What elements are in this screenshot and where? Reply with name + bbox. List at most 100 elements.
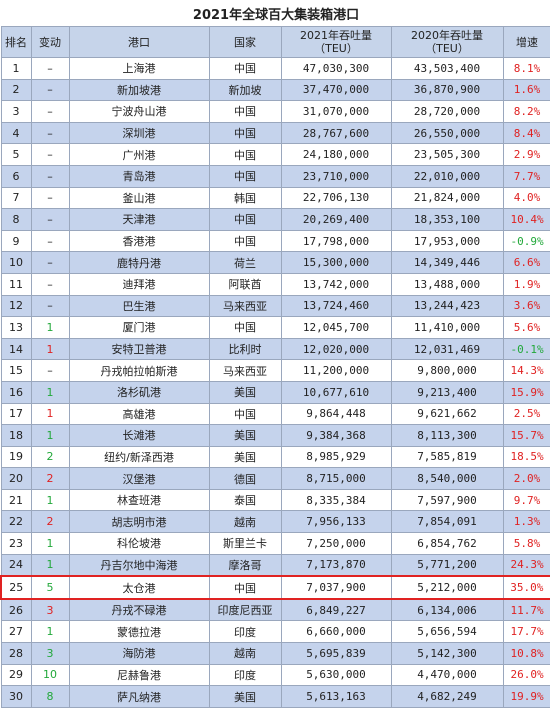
throughput-2021-cell: 37,470,000 xyxy=(280,78,392,102)
change-cell: – xyxy=(30,100,70,123)
growth-cell: 2.9% xyxy=(502,143,550,166)
port-cell: 厦门港 xyxy=(68,316,210,339)
port-cell: 青岛港 xyxy=(68,164,210,188)
growth-cell: 9.7% xyxy=(502,488,550,512)
throughput-2020-cell: 5,142,300 xyxy=(390,642,504,665)
rank-cell: 2 xyxy=(0,78,32,102)
throughput-2021-cell: 12,045,700 xyxy=(280,316,392,339)
port-cell: 蒙德拉港 xyxy=(68,620,210,644)
port-cell: 上海港 xyxy=(68,57,210,80)
port-cell: 太仓港 xyxy=(68,575,210,600)
growth-cell: -0.9% xyxy=(502,229,550,253)
throughput-2020-cell: 9,800,000 xyxy=(390,359,504,382)
rank-cell: 18 xyxy=(0,424,32,447)
change-cell: 5 xyxy=(30,575,70,600)
throughput-2021-cell: 9,864,448 xyxy=(280,402,392,426)
port-cell: 洛杉矶港 xyxy=(68,380,210,404)
throughput-2021-cell: 6,660,000 xyxy=(280,620,392,644)
country-cell: 荷兰 xyxy=(208,251,282,274)
table-row: 5– 广州港 中国 24,180,000 23,505,300 2.9% xyxy=(0,143,550,166)
throughput-2021-cell: 47,030,300 xyxy=(280,57,392,80)
growth-cell: -0.1% xyxy=(502,337,550,361)
change-cell: 1 xyxy=(30,532,70,555)
country-cell: 越南 xyxy=(208,642,282,665)
throughput-2021-cell: 8,335,384 xyxy=(280,488,392,512)
country-cell: 印度 xyxy=(208,663,282,687)
growth-cell: 11.7% xyxy=(502,598,550,622)
country-cell: 中国 xyxy=(208,402,282,426)
growth-cell: 1.3% xyxy=(502,510,550,534)
change-cell: 1 xyxy=(30,380,70,404)
country-cell: 中国 xyxy=(208,121,282,145)
header-row: 排名 变动 港口 国家 2021年吞吐量 （TEU） 2020年吞吐量 （TEU… xyxy=(0,26,550,58)
throughput-2020-cell: 23,505,300 xyxy=(390,143,504,166)
country-cell: 美国 xyxy=(208,445,282,469)
throughput-2020-cell: 28,720,000 xyxy=(390,100,504,123)
country-cell: 中国 xyxy=(208,229,282,253)
throughput-2020-cell: 7,597,900 xyxy=(390,488,504,512)
throughput-2020-cell: 13,488,000 xyxy=(390,272,504,296)
growth-cell: 15.9% xyxy=(502,380,550,404)
rank-cell: 30 xyxy=(0,685,32,708)
throughput-2021-cell: 7,037,900 xyxy=(280,575,392,600)
country-cell: 阿联酋 xyxy=(208,272,282,296)
port-cell: 广州港 xyxy=(68,143,210,166)
throughput-2020-cell: 6,854,762 xyxy=(390,532,504,555)
header-2020-throughput: 2020年吞吐量 （TEU） xyxy=(390,26,504,58)
throughput-2021-cell: 22,706,130 xyxy=(280,186,392,210)
country-cell: 马来西亚 xyxy=(208,359,282,382)
change-cell: – xyxy=(30,143,70,166)
table-row: 21 1 林查班港 泰国 8,335,384 7,597,900 9.7% xyxy=(0,488,550,512)
throughput-2021-cell: 7,173,870 xyxy=(280,553,392,577)
throughput-2021-cell: 7,956,133 xyxy=(280,510,392,534)
rank-cell: 17 xyxy=(0,402,32,426)
table-row: 13 1 厦门港 中国 12,045,700 11,410,000 5.6% xyxy=(0,316,550,339)
rank-cell: 1 xyxy=(0,57,32,80)
growth-cell: 19.9% xyxy=(502,685,550,708)
growth-cell: 17.7% xyxy=(502,620,550,644)
change-cell: 2 xyxy=(30,510,70,534)
table-row: 30 8 萨凡纳港 美国 5,613,163 4,682,249 19.9% xyxy=(0,685,550,708)
header-change: 变动 xyxy=(30,26,70,58)
country-cell: 比利时 xyxy=(208,337,282,361)
throughput-2020-cell: 5,656,594 xyxy=(390,620,504,644)
port-cell: 香港港 xyxy=(68,229,210,253)
table-row: 7– 釜山港 韩国 22,706,130 21,824,000 4.0% xyxy=(0,186,550,210)
header-growth: 增速 xyxy=(502,26,550,58)
change-cell: – xyxy=(30,208,70,231)
port-cell: 长滩港 xyxy=(68,424,210,447)
table-row: 14 1 安特卫普港 比利时 12,020,000 12,031,469 -0.1% xyxy=(0,337,550,361)
table-title: 2021年全球百大集装箱港口 xyxy=(1,0,550,27)
change-cell: 1 xyxy=(30,316,70,339)
rank-cell: 11 xyxy=(0,272,32,296)
rank-cell: 19 xyxy=(0,445,32,469)
table-row: 17 1 高雄港 中国 9,864,448 9,621,662 2.5% xyxy=(0,402,550,426)
rank-cell: 6 xyxy=(0,164,32,188)
change-cell: 1 xyxy=(30,488,70,512)
port-cell: 巴生港 xyxy=(68,294,210,318)
throughput-2021-cell: 9,384,368 xyxy=(280,424,392,447)
rank-cell: 22 xyxy=(0,510,32,534)
change-cell: 3 xyxy=(30,642,70,665)
port-cell: 宁波舟山港 xyxy=(68,100,210,123)
table-row: 20 2 汉堡港 德国 8,715,000 8,540,000 2.0% xyxy=(0,467,550,490)
throughput-2021-cell: 5,613,163 xyxy=(280,685,392,708)
country-cell: 韩国 xyxy=(208,186,282,210)
table-row: 1– 上海港 中国 47,030,300 43,503,400 8.1% xyxy=(0,57,550,80)
rank-cell: 25 xyxy=(0,575,32,600)
port-cell: 迪拜港 xyxy=(68,272,210,296)
throughput-2021-cell: 8,715,000 xyxy=(280,467,392,490)
throughput-2021-cell: 23,710,000 xyxy=(280,164,392,188)
throughput-2020-cell: 6,134,006 xyxy=(390,598,504,622)
change-cell: – xyxy=(30,359,70,382)
port-cell: 海防港 xyxy=(68,642,210,665)
change-cell: 1 xyxy=(30,620,70,644)
change-cell: 1 xyxy=(30,553,70,577)
table-row: 9– 香港港 中国 17,798,000 17,953,000 -0.9% xyxy=(0,229,550,253)
growth-cell: 2.5% xyxy=(502,402,550,426)
table-row: 18 1 长滩港 美国 9,384,368 8,113,300 15.7% xyxy=(0,424,550,447)
port-cell: 高雄港 xyxy=(68,402,210,426)
table-row: 19 2 纽约/新泽西港 美国 8,985,929 7,585,819 18.5% xyxy=(0,445,550,469)
throughput-2020-cell: 4,682,249 xyxy=(390,685,504,708)
throughput-2020-cell: 4,470,000 xyxy=(390,663,504,687)
